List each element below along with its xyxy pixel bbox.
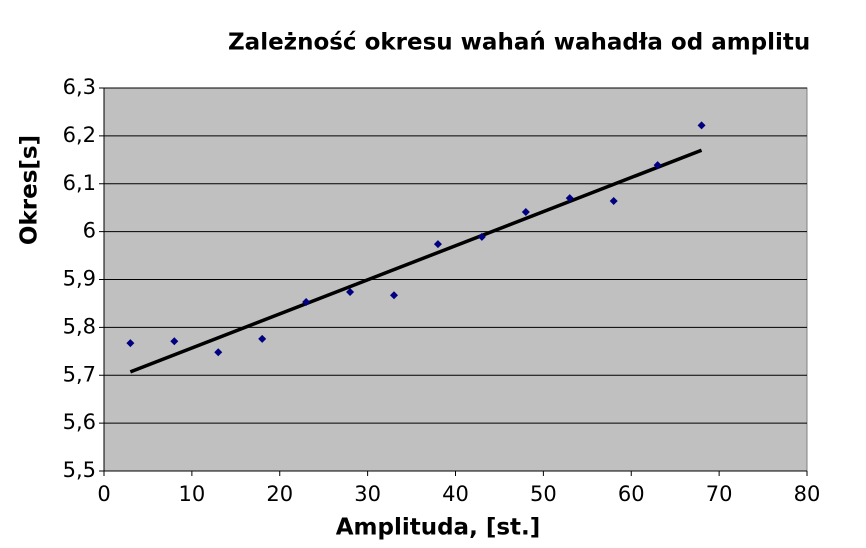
point bbox=[346, 287, 355, 296]
x-tick-label: 0 bbox=[97, 482, 110, 506]
x-tick-label: 40 bbox=[442, 482, 469, 506]
x-tick-label: 10 bbox=[179, 482, 206, 506]
point bbox=[697, 121, 706, 130]
x-tick-label: 70 bbox=[706, 482, 733, 506]
x-tick-label: 30 bbox=[354, 482, 381, 506]
point bbox=[258, 334, 267, 343]
point bbox=[389, 291, 398, 300]
point bbox=[565, 194, 574, 203]
x-axis-label: Amplituda, [st.] bbox=[336, 515, 541, 541]
chart-title: Zależność okresu wahań wahadła od amplit… bbox=[228, 30, 810, 56]
y-tick-label: 6 bbox=[83, 219, 96, 243]
point bbox=[302, 298, 311, 307]
point bbox=[170, 337, 179, 346]
y-tick-label: 5,6 bbox=[63, 410, 96, 434]
y-tick-label: 5,7 bbox=[63, 362, 96, 386]
point bbox=[653, 161, 662, 170]
point bbox=[521, 207, 530, 216]
point bbox=[477, 232, 486, 241]
point bbox=[433, 240, 442, 249]
point bbox=[126, 339, 135, 348]
x-tick-label: 50 bbox=[530, 482, 557, 506]
y-tick-label: 5,5 bbox=[63, 458, 96, 482]
x-tick-label: 80 bbox=[794, 482, 821, 506]
x-tick-label: 20 bbox=[266, 482, 293, 506]
point bbox=[609, 196, 618, 205]
y-axis-label: Okres[s] bbox=[17, 135, 43, 245]
y-tick-label: 6,2 bbox=[63, 123, 96, 147]
y-tick-label: 6,1 bbox=[63, 171, 96, 195]
x-tick-label: 60 bbox=[618, 482, 645, 506]
point bbox=[214, 348, 223, 357]
y-tick-label: 6,3 bbox=[63, 75, 96, 99]
y-tick-label: 5,9 bbox=[63, 267, 96, 291]
y-tick-label: 5,8 bbox=[63, 314, 96, 338]
trendline bbox=[129, 148, 703, 374]
